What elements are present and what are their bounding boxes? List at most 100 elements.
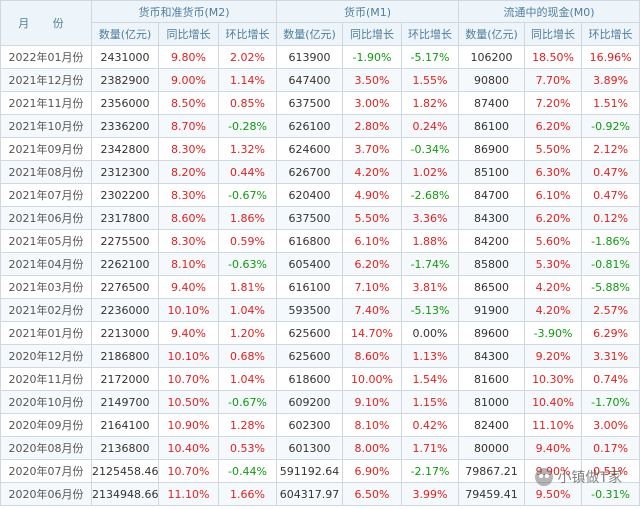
growth-cell: 1.66%	[217, 482, 278, 506]
growth-cell: 0.53%	[217, 436, 278, 460]
table-row: 2021年04月份 2262100 8.10% -0.63% 605400 6.20% -1…	[0, 252, 640, 276]
amount-cell: 80000	[458, 436, 526, 460]
growth-cell: -1.74%	[401, 252, 460, 276]
header-group-m0: 流通中的现金(M0)	[458, 0, 640, 23]
growth-cell: 1.82%	[401, 91, 460, 115]
amount-cell: 2172000	[91, 367, 159, 391]
amount-cell: 647400	[276, 68, 344, 92]
amount-cell: 85100	[458, 160, 526, 184]
growth-cell: 8.20%	[158, 160, 219, 184]
amount-cell: 2125458.46	[91, 459, 159, 483]
growth-cell: -1.70%	[581, 390, 640, 414]
growth-cell: 8.00%	[342, 436, 403, 460]
growth-cell: 1.20%	[217, 321, 278, 345]
header-m2-yoy: 同比增长	[158, 22, 219, 46]
growth-cell: -0.63%	[217, 252, 278, 276]
growth-cell: 6.10%	[342, 229, 403, 253]
table-row: 2020年08月份 2136800 10.40% 0.53% 601300 8.00% 1.…	[0, 436, 640, 460]
growth-cell: 11.10%	[158, 482, 219, 506]
amount-cell: 605400	[276, 252, 344, 276]
table-row: 2020年07月份 2125458.46 10.70% -0.44% 591192.64…	[0, 459, 640, 483]
growth-cell: 6.20%	[342, 252, 403, 276]
growth-cell: 10.40%	[158, 436, 219, 460]
growth-cell: 10.00%	[342, 367, 403, 391]
amount-cell: 626100	[276, 114, 344, 138]
growth-cell: -2.17%	[401, 459, 460, 483]
growth-cell: 10.90%	[158, 413, 219, 437]
growth-cell: 1.13%	[401, 344, 460, 368]
growth-cell: -0.67%	[217, 390, 278, 414]
growth-cell: 1.32%	[217, 137, 278, 161]
amount-cell: 604317.97	[276, 482, 344, 506]
amount-cell: 2382900	[91, 68, 159, 92]
growth-cell: 1.51%	[581, 91, 640, 115]
amount-cell: 2136800	[91, 436, 159, 460]
growth-cell: 8.10%	[342, 413, 403, 437]
growth-cell: 9.40%	[158, 321, 219, 345]
growth-cell: 0.47%	[581, 160, 640, 184]
growth-cell: 9.80%	[158, 45, 219, 69]
amount-cell: 2262100	[91, 252, 159, 276]
growth-cell: 9.10%	[342, 390, 403, 414]
month-cell: 2021年10月份	[0, 114, 92, 138]
amount-cell: 84200	[458, 229, 526, 253]
growth-cell: 0.24%	[401, 114, 460, 138]
growth-cell: 0.42%	[401, 413, 460, 437]
month-cell: 2021年06月份	[0, 206, 92, 230]
growth-cell: 11.10%	[524, 413, 583, 437]
growth-cell: 3.36%	[401, 206, 460, 230]
month-cell: 2021年01月份	[0, 321, 92, 345]
growth-cell: 7.40%	[342, 298, 403, 322]
month-cell: 2022年01月份	[0, 45, 92, 69]
amount-cell: 2312300	[91, 160, 159, 184]
growth-cell: -0.31%	[581, 482, 640, 506]
table-row: 2021年07月份 2302200 8.30% -0.67% 620400 4.90% -2…	[0, 183, 640, 207]
amount-cell: 637500	[276, 206, 344, 230]
growth-cell: 8.30%	[158, 137, 219, 161]
amount-cell: 84300	[458, 206, 526, 230]
growth-cell: 4.20%	[524, 275, 583, 299]
amount-cell: 89600	[458, 321, 526, 345]
table-row: 2021年02月份 2236000 10.10% 1.04% 593500 7.40% -5…	[0, 298, 640, 322]
header-m0-yoy: 同比增长	[524, 22, 583, 46]
amount-cell: 613900	[276, 45, 344, 69]
table-row: 2020年11月份 2172000 10.70% 1.04% 618600 10.00% 1…	[0, 367, 640, 391]
amount-cell: 85800	[458, 252, 526, 276]
amount-cell: 81600	[458, 367, 526, 391]
growth-cell: 1.55%	[401, 68, 460, 92]
header-group-m2: 货币和准货币(M2)	[90, 0, 278, 23]
growth-cell: 1.14%	[217, 68, 278, 92]
month-cell: 2021年08月份	[0, 160, 92, 184]
amount-cell: 2213000	[91, 321, 159, 345]
growth-cell: 8.50%	[158, 91, 219, 115]
growth-cell: 0.68%	[217, 344, 278, 368]
growth-cell: 5.50%	[524, 137, 583, 161]
table-row: 2020年06月份 2134948.66 11.10% 1.66% 604317.97 6…	[0, 482, 640, 506]
growth-cell: -0.28%	[217, 114, 278, 138]
amount-cell: 618600	[276, 367, 344, 391]
growth-cell: 6.20%	[524, 114, 583, 138]
growth-cell: 3.89%	[581, 68, 640, 92]
amount-cell: 624600	[276, 137, 344, 161]
growth-cell: -1.90%	[342, 45, 403, 69]
growth-cell: 1.04%	[217, 298, 278, 322]
amount-cell: 82400	[458, 413, 526, 437]
growth-cell: 3.70%	[342, 137, 403, 161]
table-body: 2022年01月份 2431000 9.80% 2.02% 613900 -1.90% -5…	[0, 45, 640, 506]
amount-cell: 601300	[276, 436, 344, 460]
month-cell: 2021年09月份	[0, 137, 92, 161]
growth-cell: 7.20%	[524, 91, 583, 115]
amount-cell: 2317800	[91, 206, 159, 230]
amount-cell: 625600	[276, 321, 344, 345]
amount-cell: 2236000	[91, 298, 159, 322]
growth-cell: 4.20%	[524, 298, 583, 322]
header-group-m1: 货币(M1)	[276, 0, 460, 23]
table-row: 2021年08月份 2312300 8.20% 0.44% 626700 4.20% 1.0…	[0, 160, 640, 184]
growth-cell: 3.81%	[401, 275, 460, 299]
amount-cell: 2186800	[91, 344, 159, 368]
growth-cell: 3.00%	[581, 413, 640, 437]
growth-cell: 0.17%	[581, 436, 640, 460]
amount-cell: 2134948.66	[91, 482, 159, 506]
growth-cell: 1.02%	[401, 160, 460, 184]
